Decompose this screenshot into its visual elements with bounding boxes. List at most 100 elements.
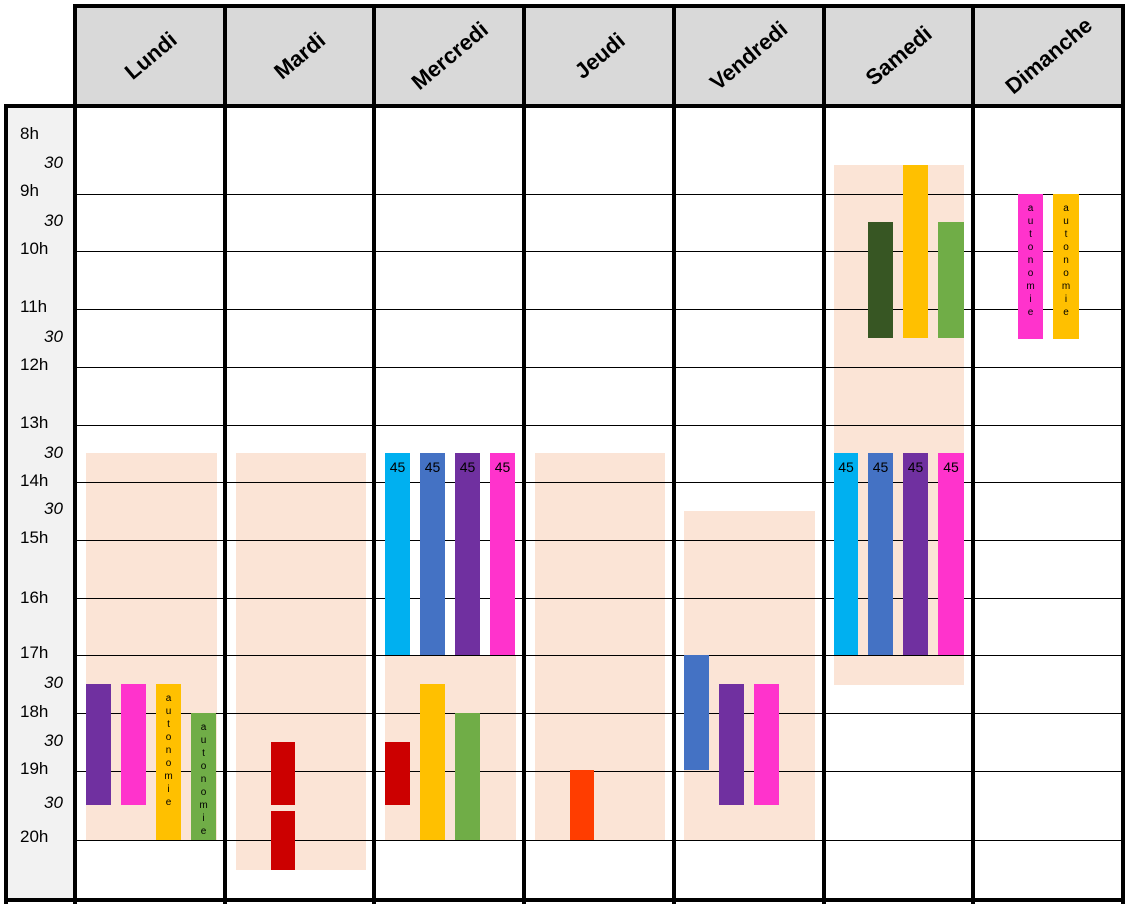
autonomie-letter: n (1063, 255, 1069, 266)
time-label: 30 (44, 793, 63, 812)
time-label: 20h (20, 827, 49, 846)
activity-bar-green[interactable] (938, 222, 964, 338)
autonomie-letter: t (1029, 229, 1032, 240)
header-mardi: Mardi (227, 7, 373, 105)
activity-bar-blue-45[interactable]: 45 (420, 453, 445, 655)
autonomie-letter: a (200, 722, 207, 733)
time-label: 12h (20, 355, 49, 374)
time-label: 17h (20, 643, 49, 662)
duration-label: 45 (424, 459, 441, 475)
autonomie-letter: i (167, 784, 170, 795)
day-label-dimanche: Dimanche (999, 12, 1097, 99)
activity-bar-magenta-45[interactable]: 45 (490, 453, 515, 655)
time-label: 10h (20, 239, 49, 258)
activity-bar-blue[interactable] (684, 655, 709, 770)
time-label: 14h (20, 471, 49, 490)
activity-bar-green[interactable] (455, 713, 480, 840)
autonomie-letter: i (1064, 294, 1068, 305)
duration-label: 45 (494, 459, 511, 475)
activity-bar-purple-45[interactable]: 45 (903, 453, 928, 655)
day-label-mercredi: Mercredi (406, 16, 493, 95)
activity-bar-dark-green[interactable] (868, 222, 893, 338)
zone-jeudi-afternoon (535, 453, 665, 840)
activity-bar-orange-red[interactable] (570, 770, 594, 840)
duration-label: 45 (907, 459, 924, 475)
autonomie-letter: t (167, 719, 170, 730)
autonomie-letter: t (1064, 229, 1068, 240)
autonomie-letter: o (1063, 242, 1069, 253)
autonomie-letter: e (200, 826, 207, 837)
time-label: 30 (44, 153, 63, 172)
autonomie-letter: i (1029, 294, 1032, 305)
autonomie-letter: n (200, 774, 207, 785)
time-label: 11h (20, 297, 48, 316)
autonomie-letter: u (200, 735, 207, 746)
activity-bar-cyan-45[interactable]: 45 (385, 453, 410, 655)
autonomie-letter: n (1027, 255, 1034, 266)
time-label: 30 (44, 731, 63, 750)
activity-bar-red[interactable] (271, 811, 295, 870)
duration-label: 45 (459, 459, 476, 475)
header-dimanche: Dimanche (975, 7, 1122, 105)
time-label: 16h (20, 588, 49, 607)
autonomie-letter: u (1063, 216, 1069, 227)
activity-bar-magenta-45[interactable]: 45 (938, 453, 964, 655)
activity-bar-red[interactable] (385, 742, 410, 805)
day-label-jeudi: Jeudi (569, 27, 630, 84)
autonomie-letter: a (165, 693, 172, 704)
autonomie-letter: o (165, 758, 172, 769)
activity-bar-blue-45[interactable]: 45 (868, 453, 893, 655)
duration-label: 45 (389, 459, 406, 475)
header-lundi: Lundi (77, 7, 224, 105)
time-label: 15h (20, 528, 49, 547)
time-label: 13h (20, 413, 49, 432)
activity-bar-cyan-45[interactable]: 45 (834, 453, 858, 655)
activity-bar-orange[interactable] (420, 684, 445, 840)
activity-bar-red[interactable] (271, 742, 295, 805)
autonomie-letter: m (1026, 281, 1035, 292)
time-label: 30 (44, 443, 63, 462)
day-label-lundi: Lundi (119, 26, 182, 85)
time-label: 9h (20, 181, 39, 200)
autonomie-letter: a (1063, 203, 1069, 214)
activity-bar-orange[interactable] (903, 165, 928, 338)
activity-bar-purple-45[interactable]: 45 (455, 453, 480, 655)
time-label: 30 (44, 327, 63, 346)
duration-label: 45 (838, 459, 854, 475)
time-label: 18h (20, 702, 49, 721)
time-label: 30 (44, 673, 63, 692)
duration-label: 45 (872, 459, 889, 475)
autonomie-letter: m (164, 771, 173, 782)
autonomie-letter: a (1027, 203, 1034, 214)
header-samedi: Samedi (825, 7, 972, 105)
header-vendredi: Vendredi (676, 7, 822, 105)
autonomie-letter: o (1027, 268, 1034, 279)
autonomie-letter: m (1061, 281, 1071, 292)
autonomie-letter: o (1027, 242, 1034, 253)
activity-bar-purple[interactable] (719, 684, 744, 805)
autonomie-letter: o (165, 732, 172, 743)
header-mercredi: Mercredi (376, 7, 523, 105)
autonomie-letter: t (202, 748, 205, 759)
time-label: 30 (44, 499, 63, 518)
activity-bar-magenta[interactable] (121, 684, 146, 805)
time-column (6, 107, 74, 898)
autonomie-letter: m (199, 800, 208, 811)
activity-bar-magenta[interactable] (754, 684, 779, 805)
autonomie-letter: o (200, 761, 207, 772)
header-jeudi: Jeudi (526, 7, 673, 105)
autonomie-letter: e (1063, 307, 1069, 318)
autonomie-letter: e (1027, 307, 1034, 318)
autonomie-letter: e (165, 797, 172, 808)
duration-label: 45 (943, 459, 959, 475)
zone-mardi-afternoon (236, 453, 366, 870)
activity-bar-purple[interactable] (86, 684, 111, 805)
